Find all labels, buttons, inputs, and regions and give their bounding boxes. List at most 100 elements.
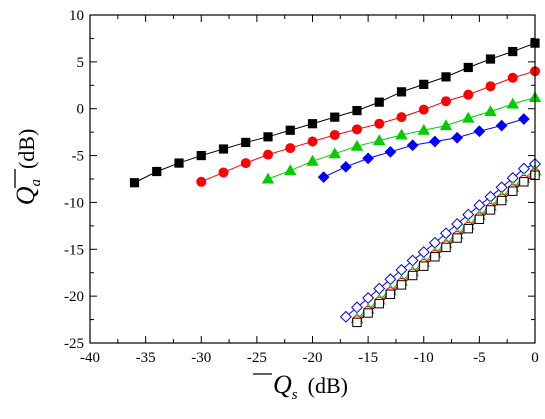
data-point [218, 144, 229, 154]
data-point [407, 270, 418, 281]
data-point [396, 87, 407, 97]
x-axis-subscript: s [292, 387, 298, 403]
data-point [506, 97, 519, 109]
data-point [441, 72, 451, 82]
series-2 [261, 91, 542, 184]
data-point [284, 164, 297, 176]
ticks-layer: -40 -35 -30 -25 -20 -15 -10 -5 0 10 5 0 -5 -10 -15 -20 -… [64, 8, 539, 366]
data-point [508, 186, 518, 196]
data-point [329, 129, 340, 140]
data-point [362, 152, 374, 165]
x-tick-label: 0 [531, 350, 539, 366]
data-point [473, 125, 486, 138]
data-point [441, 242, 451, 253]
data-point [463, 223, 473, 234]
data-point [352, 105, 362, 116]
data-point [518, 113, 530, 125]
x-tick-label: -40 [80, 350, 100, 366]
series-0 [129, 38, 540, 188]
data-point [419, 261, 429, 271]
data-point [241, 137, 251, 148]
data-point [374, 118, 385, 129]
y-axis-label: Qa (dB) [11, 129, 44, 206]
data-point [196, 176, 207, 187]
data-point [463, 62, 473, 73]
y-tick-label: 5 [77, 55, 85, 71]
data-point [452, 233, 462, 243]
x-tick-label: -15 [358, 350, 378, 366]
data-point [330, 112, 340, 122]
series-4 [339, 157, 542, 323]
data-point [328, 147, 341, 159]
data-point [285, 143, 296, 154]
data-point [429, 135, 441, 148]
data-point [430, 252, 440, 262]
data-point [340, 160, 352, 173]
data-point [519, 177, 529, 187]
data-point [261, 172, 275, 184]
data-point [406, 139, 419, 152]
data-point [307, 136, 318, 147]
data-point [262, 149, 273, 160]
data-point [508, 46, 518, 57]
data-point [363, 308, 373, 318]
x-tick-label: -30 [191, 350, 211, 366]
series-3 [317, 113, 530, 183]
series-1 [196, 66, 541, 187]
data-point [451, 131, 463, 144]
y-axis-label-group: Qa (dB) [11, 129, 44, 206]
data-point [396, 112, 407, 123]
y-tick-label: -25 [64, 336, 84, 352]
data-point [385, 289, 396, 299]
y-tick-label: -5 [72, 149, 85, 165]
y-tick-label: 10 [69, 8, 84, 24]
y-axis-symbol: Q [11, 186, 40, 205]
data-point [440, 96, 451, 107]
data-point [396, 280, 407, 290]
data-point [485, 205, 496, 215]
x-tick-label: -5 [473, 350, 486, 366]
data-point [419, 79, 429, 89]
y-tick-label: -15 [64, 242, 84, 258]
data-point [374, 97, 384, 107]
x-tick-label: -25 [247, 350, 267, 366]
data-point [129, 178, 140, 188]
x-axis-label: Qs (dB) [273, 370, 348, 403]
x-tick-label: -35 [136, 350, 156, 366]
data-point [485, 54, 496, 64]
data-point [474, 214, 485, 224]
data-point [507, 72, 518, 83]
series-layer [129, 38, 542, 328]
data-point [373, 134, 386, 146]
data-point [307, 119, 318, 129]
data-point [152, 166, 162, 177]
data-point [463, 89, 474, 100]
data-point [417, 123, 430, 135]
data-point [484, 105, 497, 117]
data-point [418, 104, 429, 115]
series-line [201, 70, 536, 183]
y-axis-unit: (dB) [14, 129, 39, 169]
data-point [350, 139, 364, 151]
data-point [263, 132, 273, 142]
series-line [323, 118, 525, 178]
data-point [351, 124, 362, 135]
y-axis-subscript: a [28, 179, 44, 187]
data-point [339, 310, 352, 323]
data-point [352, 317, 362, 328]
data-point [374, 298, 384, 309]
data-point [174, 158, 184, 168]
data-point [306, 154, 319, 166]
data-point [285, 125, 295, 135]
x-axis-unit: (dB) [308, 373, 348, 398]
data-point [485, 81, 496, 92]
data-point [317, 171, 330, 183]
data-point [496, 195, 507, 206]
y-tick-label: 0 [77, 102, 85, 118]
x-tick-label: -20 [303, 350, 323, 366]
y-tick-label: -20 [64, 289, 84, 305]
x-tick-label: -10 [414, 350, 434, 366]
y-tick-label: -10 [64, 195, 84, 211]
x-axis-symbol: Q [273, 370, 292, 399]
